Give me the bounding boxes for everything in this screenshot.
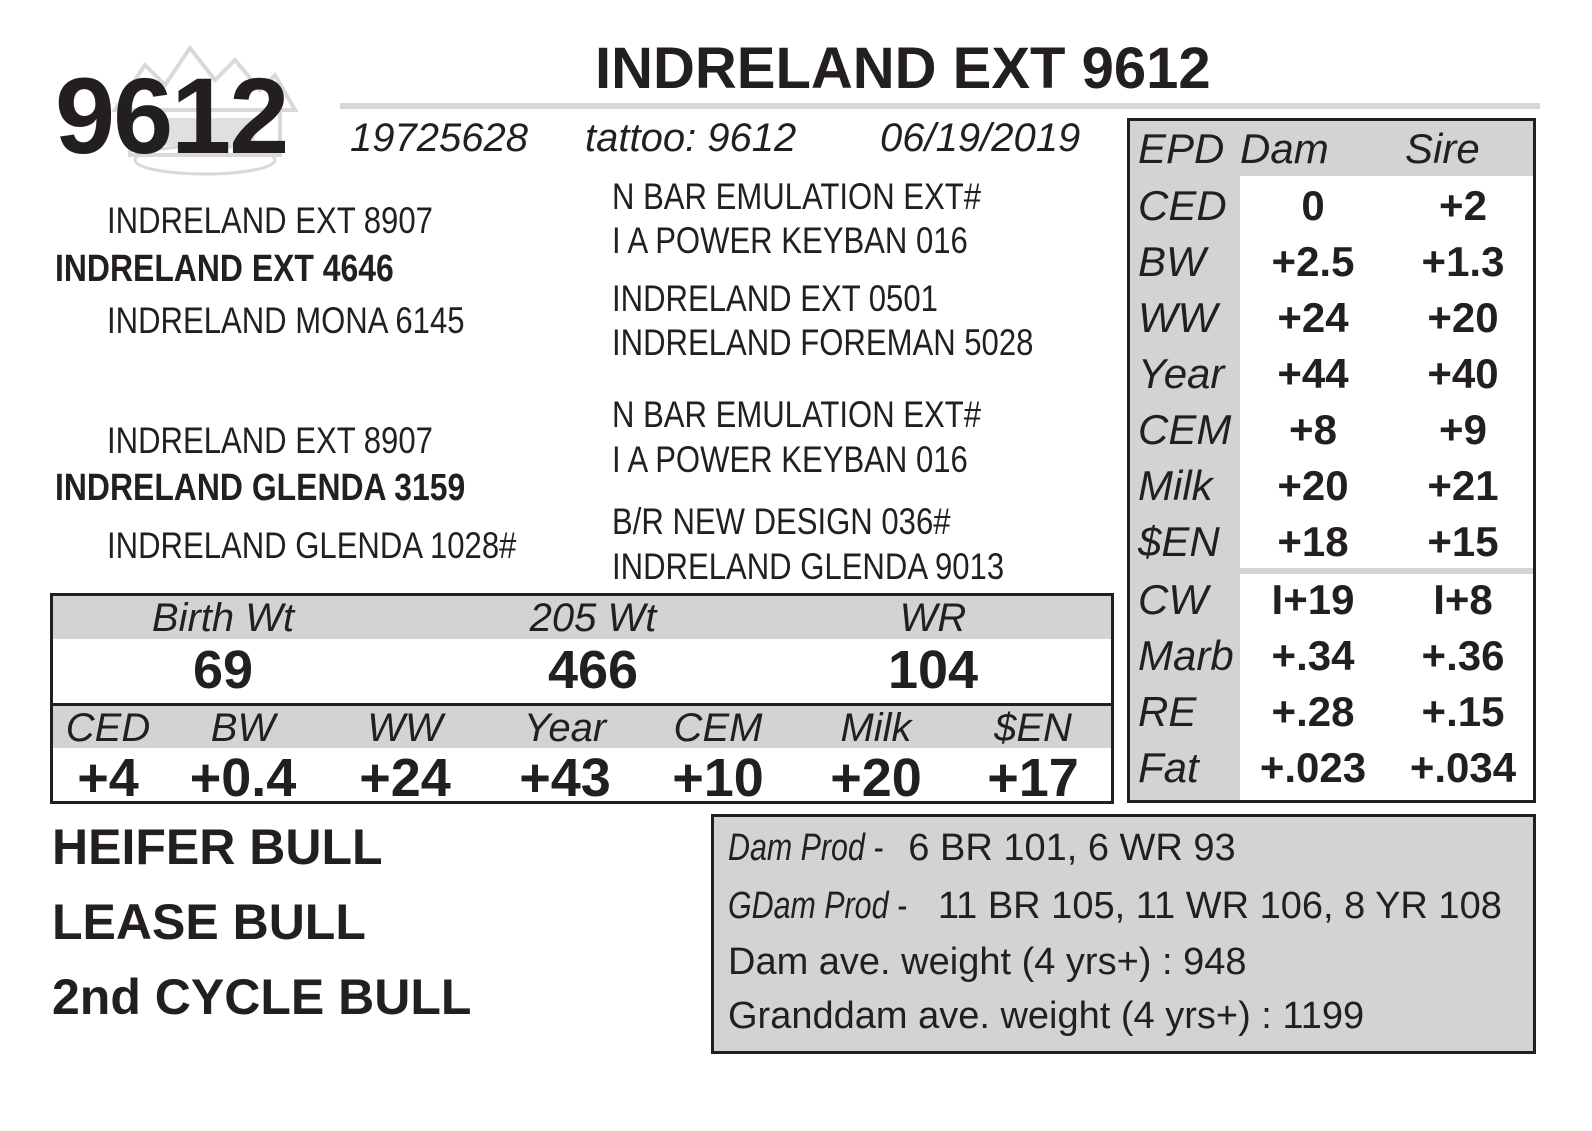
dam-average-weight: Dam ave. weight (4 yrs+) : 948 [728,941,1247,983]
calf-epd-label: CEM [673,706,763,750]
epd-row-label: Milk [1138,462,1213,509]
epd-sire-value: +.15 [1421,688,1505,735]
dam-production-value: 6 BR 101, 6 WR 93 [908,827,1236,869]
ranch-logo-icon [111,44,299,176]
weaning-ratio-value: 104 [887,640,979,700]
epd-sire-value: +21 [1427,462,1499,509]
epd-dam-value: I+19 [1271,576,1355,623]
gdam-production-label: GDam Prod - [728,885,908,927]
calf-epd-value: +43 [519,748,611,808]
epd-sire-value: +.36 [1421,632,1505,679]
birth-date: 06/19/2019 [880,116,1081,160]
calf-epd-label: BW [210,706,276,750]
performance-divider [53,703,1111,706]
epd-row-label: BW [1138,238,1206,285]
epd-label-band [53,706,1111,748]
calf-epd-label: Milk [840,706,912,750]
pedigree-dsd-line1: N BAR EMULATION EXT# [612,394,982,435]
epd-row-label: CEM [1138,406,1232,453]
epd-dam-value: +.34 [1271,632,1355,679]
tattoo: tattoo: 9612 [585,116,797,160]
epd-row-label: CW [1138,576,1208,623]
epd-sire-value: +15 [1427,518,1499,565]
pedigree-ddd-line1: B/R NEW DESIGN 036# [612,501,951,542]
epd-carcass-separator [1240,568,1533,574]
epd-table: EPD Dam Sire CED 0 +2 BW +2.5 +1.3 WW +2… [1127,118,1536,803]
pedigree-dsd-line2: I A POWER KEYBAN 016 [612,439,968,480]
dam-production-label: Dam Prod - [728,827,884,869]
tag-heifer-bull: HEIFER BULL [52,819,383,875]
calf-epd-label: WW [367,706,443,750]
gdam-production-value: 11 BR 105, 11 WR 106, 8 YR 108 [937,885,1502,927]
registration-number: 19725628 [350,116,528,160]
epd-dam-value: +18 [1277,518,1349,565]
epd-sire-value: +1.3 [1421,238,1505,285]
epd-row-label: WW [1138,294,1218,341]
epd-dam-value: +24 [1277,294,1349,341]
birth-weight-value: 69 [192,640,254,700]
pedigree-dam-of-dam: INDRELAND GLENDA 1028# [107,525,517,566]
epd-sire-value: +2 [1439,182,1487,229]
calf-epd-value: +17 [987,748,1079,808]
calf-epd-label: Year [523,706,607,750]
epd-header-band [1130,121,1533,176]
animal-name: INDRELAND EXT 9612 [595,36,1211,101]
granddam-average-weight: Granddam ave. weight (4 yrs+) : 1199 [728,995,1365,1037]
epd-header-epd: EPD [1138,125,1225,172]
calf-epd-value: +10 [672,748,764,808]
epd-dam-value: +20 [1277,462,1349,509]
weights-label-band [53,596,1111,639]
epd-row-label: $EN [1138,518,1220,565]
calf-epd-value: +4 [77,748,139,808]
tag-lease-bull: LEASE BULL [52,894,366,950]
dam-production-line: Dam Prod - 6 BR 101, 6 WR 93 [728,829,1236,867]
epd-sire-value: I+8 [1433,576,1493,623]
epd-dam-value: 0 [1301,182,1325,229]
calf-epd-value: +20 [830,748,922,808]
gdam-production-line: GDam Prod - 11 BR 105, 11 WR 106, 8 YR 1… [728,887,1502,925]
calf-epd-value: +24 [359,748,451,808]
epd-row-label: RE [1138,688,1197,735]
epd-sire-value: +20 [1427,294,1499,341]
pedigree-sire-of-dam: INDRELAND EXT 8907 [107,420,433,461]
epd-sire-value: +40 [1427,350,1499,397]
epd-dam-value: +8 [1289,406,1337,453]
epd-row-label: Marb [1138,632,1234,679]
lot-number: 9612 [55,55,289,176]
epd-dam-value: +.023 [1259,744,1367,791]
production-box: Dam Prod - 6 BR 101, 6 WR 93 GDam Prod -… [711,814,1536,1054]
pedigree-sss-line2: I A POWER KEYBAN 016 [612,220,968,261]
birth-weight-label: Birth Wt [151,596,295,640]
weaning-ratio-label: WR [899,596,967,640]
epd-header-sire: Sire [1405,125,1480,172]
pedigree-sire-of-sire: INDRELAND EXT 8907 [107,200,433,241]
weaning-weight-label: 205 Wt [529,596,657,640]
pedigree-dam: INDRELAND GLENDA 3159 [55,467,466,509]
epd-row-label: CED [1138,182,1227,229]
epd-label-column [1130,176,1240,800]
calf-epd-label: $EN [994,706,1072,750]
epd-sire-value: +9 [1439,406,1487,453]
epd-dam-value: +44 [1277,350,1349,397]
performance-box: Birth Wt 205 Wt WR 69 466 104 CED BW WW … [50,593,1114,808]
pedigree-sss-line1: N BAR EMULATION EXT# [612,176,982,217]
tag-2nd-cycle-bull: 2nd CYCLE BULL [52,969,472,1025]
epd-header-dam: Dam [1240,125,1329,172]
pedigree-ddd-line2: INDRELAND GLENDA 9013 [612,546,1005,587]
epd-sire-value: +.034 [1409,744,1517,791]
epd-dam-value: +2.5 [1271,238,1355,285]
epd-row-label: Fat [1138,744,1199,791]
pedigree-sds-line1: INDRELAND EXT 0501 [612,278,938,319]
pedigree-sire: INDRELAND EXT 4646 [55,248,394,290]
weaning-weight-value: 466 [547,640,639,700]
epd-row-label: Year [1138,350,1225,397]
pedigree-sds-line2: INDRELAND FOREMAN 5028 [612,322,1034,363]
title-rule [340,103,1540,109]
calf-epd-label: CED [65,706,151,750]
pedigree-dam-of-sire: INDRELAND MONA 6145 [107,300,465,341]
calf-epd-value: +0.4 [189,748,297,808]
epd-dam-value: +.28 [1271,688,1355,735]
